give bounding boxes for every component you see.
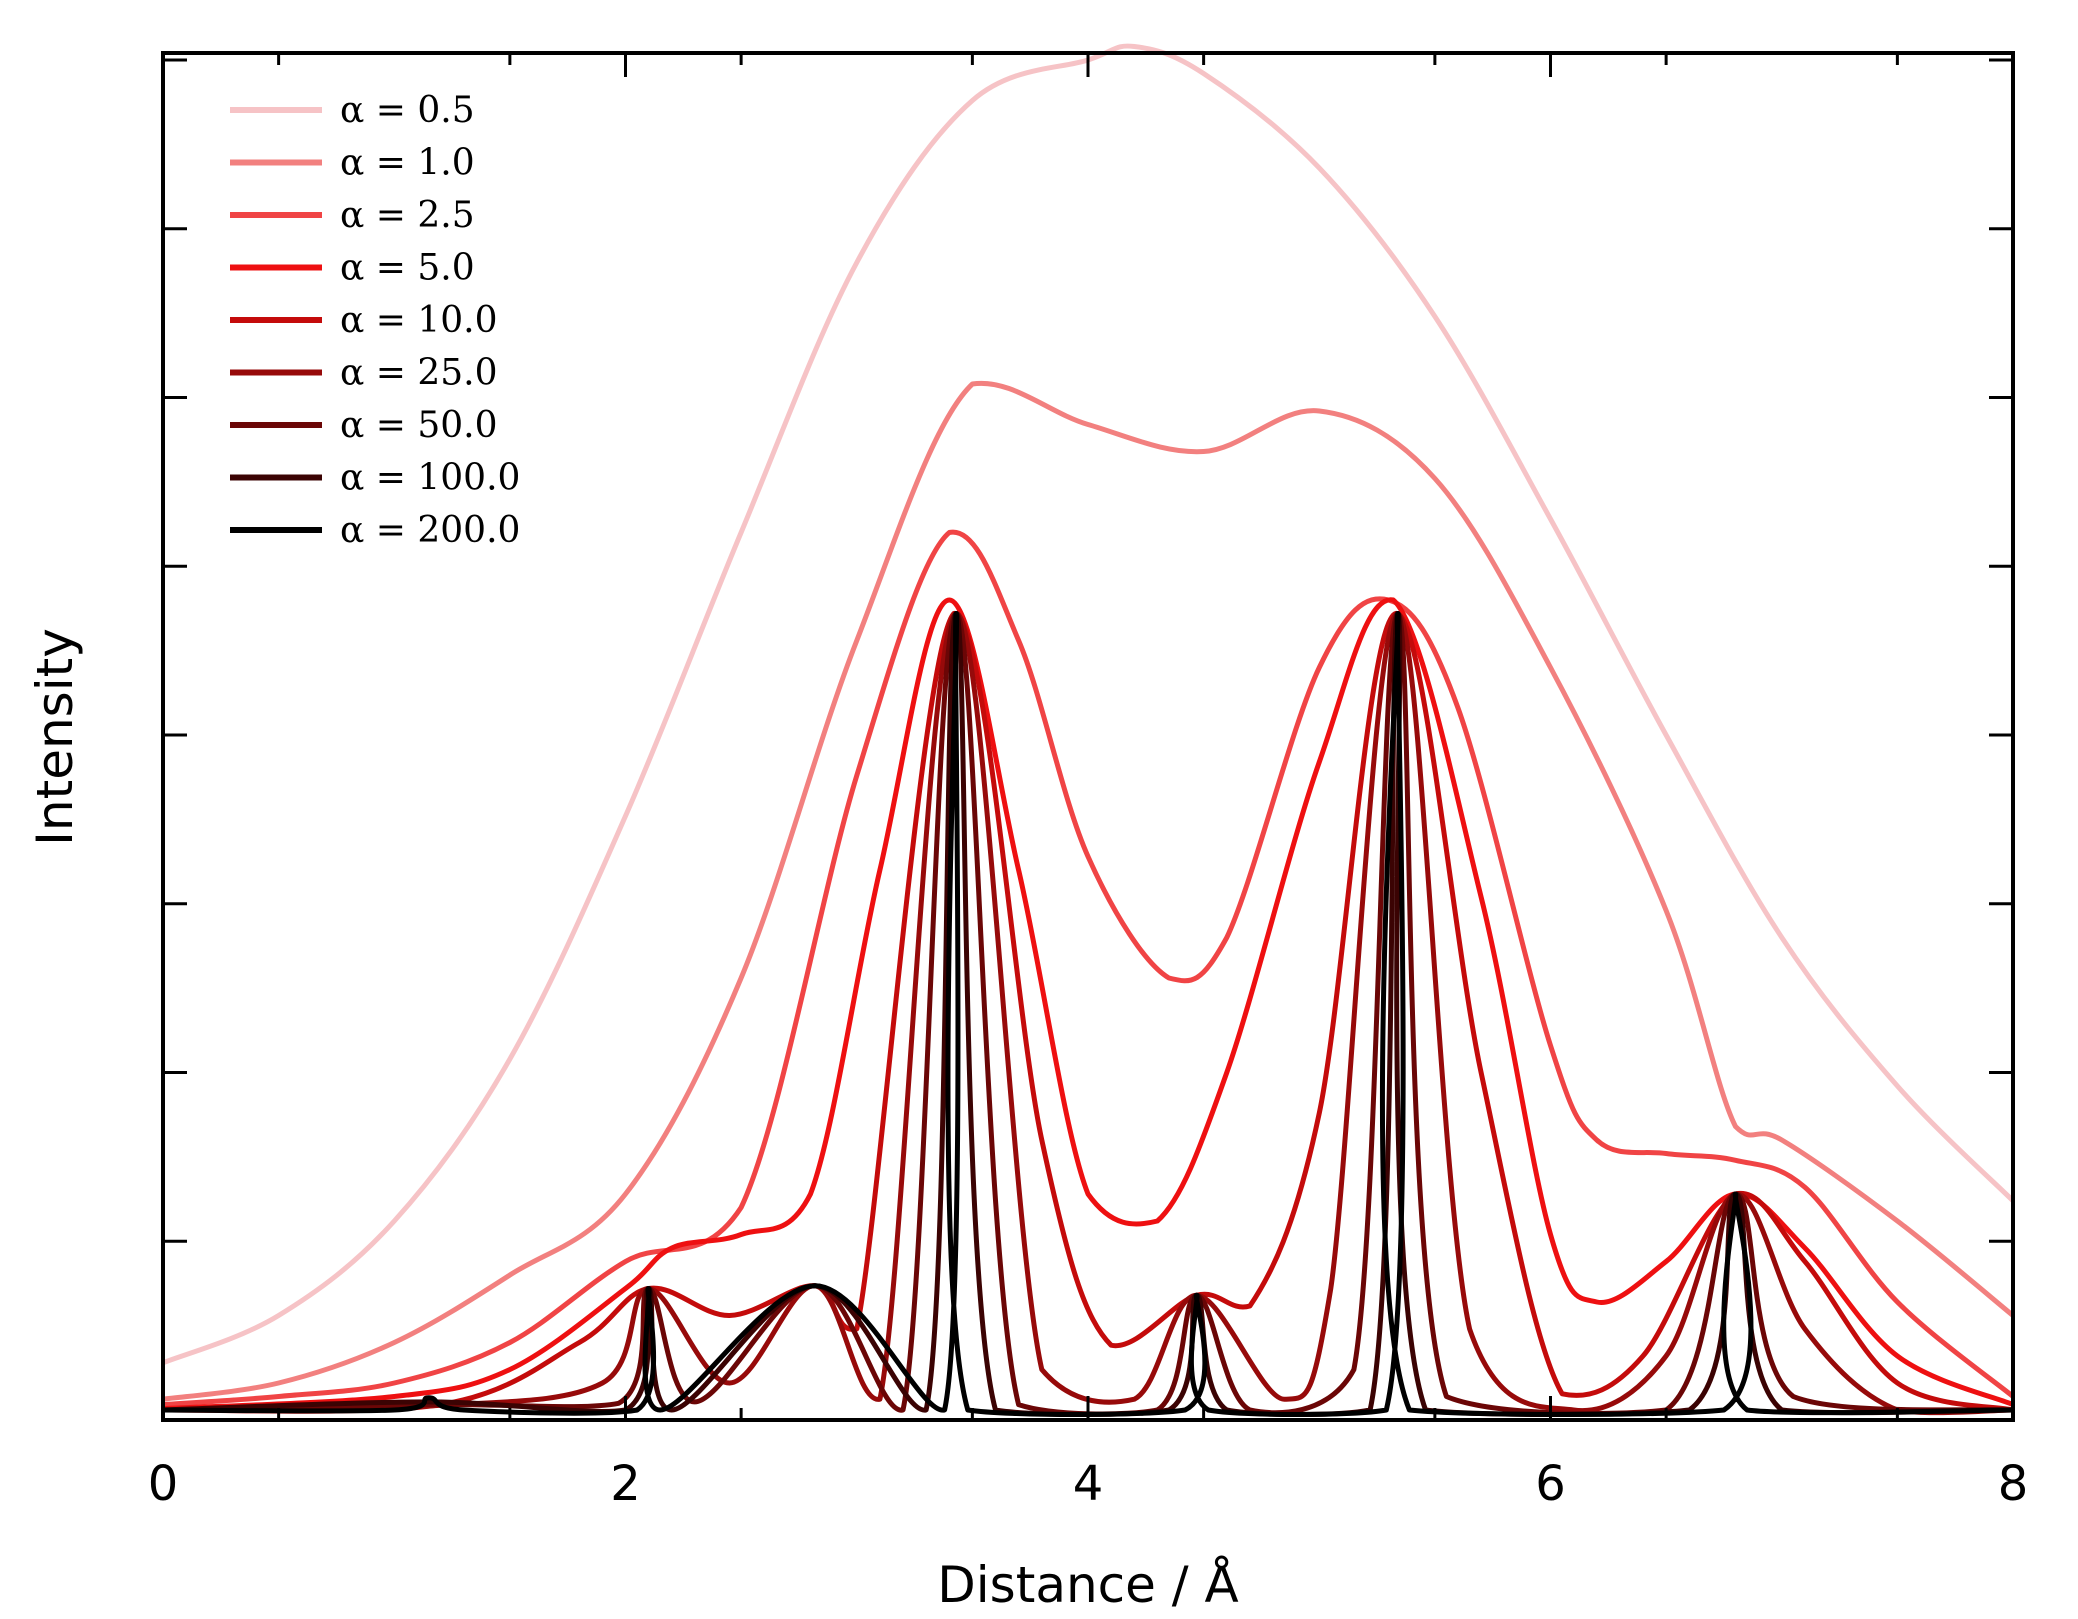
legend-item-3: α = 5.0 — [230, 248, 475, 289]
series-line-2 — [162, 529, 2015, 1408]
legend-label-8: α = 200.0 — [340, 510, 520, 551]
series-line-6 — [162, 610, 2014, 1417]
series-line-1 — [162, 380, 2015, 1402]
legend-item-4: α = 10.0 — [230, 300, 498, 341]
legend-item-5: α = 25.0 — [230, 353, 498, 394]
series-line-5 — [162, 610, 2014, 1416]
legend-label-7: α = 100.0 — [340, 458, 520, 499]
legend: α = 0.5 α = 1.0 α = 2.5 α = 5.0 α = 10.0 α = … — [230, 90, 520, 551]
legend-label-1: α = 1.0 — [340, 143, 475, 184]
x-axis-title: Distance / Å — [937, 1556, 1238, 1614]
series-curves — [162, 43, 2015, 1417]
x-tick-label-4: 8 — [1998, 1456, 2029, 1512]
legend-item-0: α = 0.5 — [230, 90, 475, 131]
legend-item-8: α = 200.0 — [230, 510, 520, 551]
x-tick-label-2: 4 — [1073, 1456, 1104, 1512]
x-tick-label-1: 2 — [610, 1456, 641, 1512]
axis-ticks — [161, 53, 2015, 1420]
x-tick-label-3: 6 — [1535, 1456, 1566, 1512]
legend-label-4: α = 10.0 — [340, 300, 498, 341]
series-line-3 — [162, 597, 2014, 1412]
legend-label-2: α = 2.5 — [340, 195, 475, 236]
legend-item-2: α = 2.5 — [230, 195, 475, 236]
series-line-4 — [162, 611, 2014, 1414]
y-axis-title: Intensity — [26, 628, 84, 846]
series-line-7 — [162, 611, 2014, 1417]
legend-label-6: α = 50.0 — [340, 405, 498, 446]
series-line-0 — [162, 43, 2015, 1366]
legend-item-1: α = 1.0 — [230, 143, 475, 184]
legend-label-3: α = 5.0 — [340, 248, 475, 289]
legend-item-7: α = 100.0 — [230, 458, 520, 499]
x-tick-labels: 0 2 4 6 8 — [148, 1456, 2029, 1512]
legend-label-5: α = 25.0 — [340, 353, 498, 394]
legend-label-0: α = 0.5 — [340, 90, 475, 131]
series-line-8 — [162, 611, 2014, 1417]
legend-item-6: α = 50.0 — [230, 405, 498, 446]
x-tick-label-0: 0 — [148, 1456, 179, 1512]
